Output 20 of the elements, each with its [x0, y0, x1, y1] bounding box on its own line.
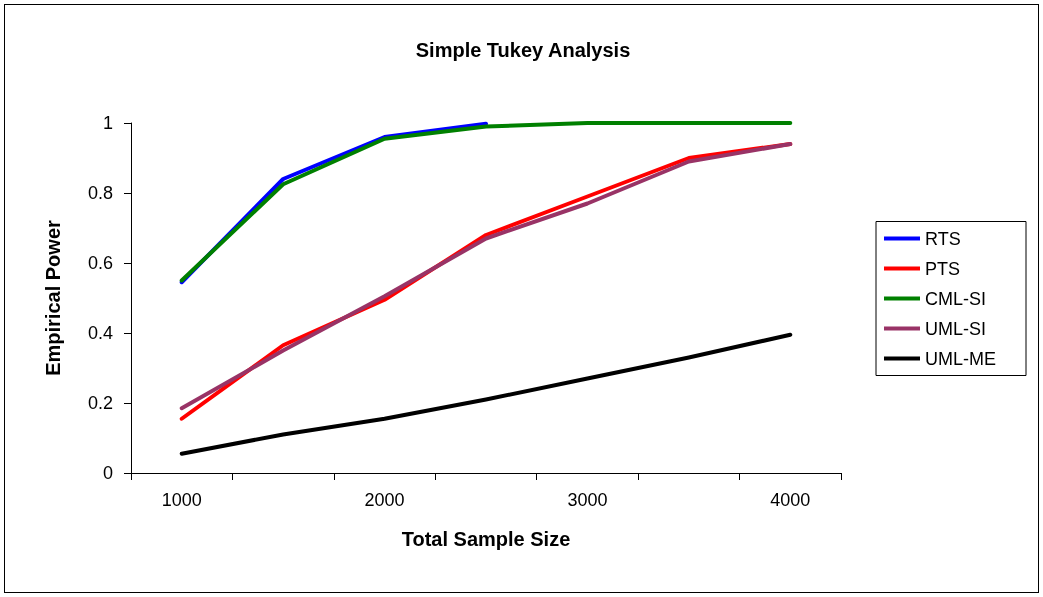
y-axis-title: Empirical Power	[42, 219, 64, 376]
y-tick-label: 0.6	[87, 253, 113, 273]
legend-label: UML-ME	[925, 348, 996, 369]
legend-label: RTS	[925, 228, 961, 249]
y-tick-label: 0.2	[87, 393, 113, 413]
line-series	[179, 332, 793, 456]
chart-title: Simple Tukey Analysis	[415, 39, 631, 61]
y-tick-label: 0.4	[87, 323, 113, 343]
y-tick-label: 1	[102, 113, 113, 133]
x-tick-label: 2000	[364, 490, 405, 510]
y-tick-label: 0.8	[87, 183, 113, 203]
legend-label: UML-SI	[925, 318, 987, 339]
x-tick-label: 3000	[567, 490, 608, 510]
x-tick-label: 1000	[161, 490, 202, 510]
legend-label: CML-SI	[925, 288, 987, 309]
legend-label: PTS	[925, 258, 961, 279]
x-tick-label: 4000	[770, 490, 811, 510]
x-axis-title: Total Sample Size	[401, 528, 571, 550]
line-series	[179, 121, 793, 283]
y-tick-label: 0	[102, 463, 113, 483]
